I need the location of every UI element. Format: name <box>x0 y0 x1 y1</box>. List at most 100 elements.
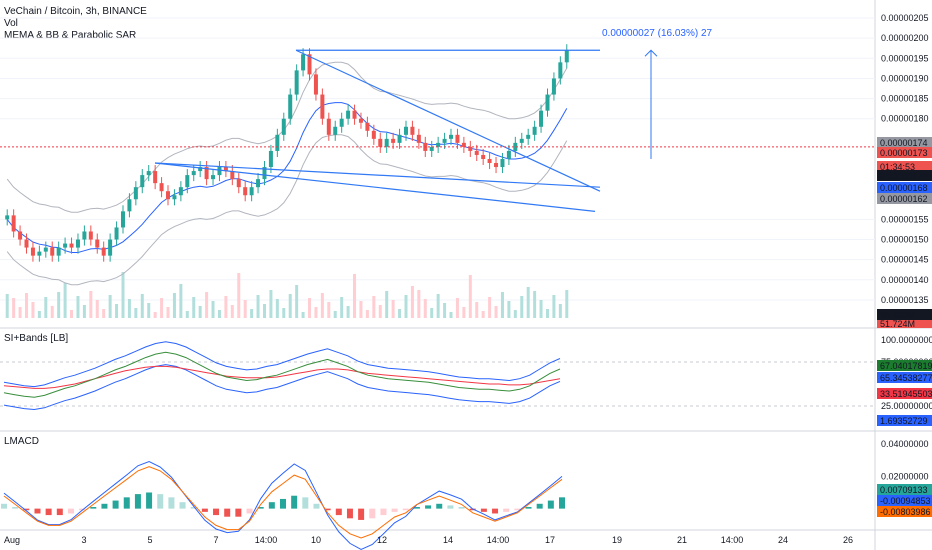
macd-histogram-bar <box>302 497 309 509</box>
macd-histogram-bar <box>492 508 499 514</box>
macd-histogram-bar <box>90 507 97 509</box>
volume-bar <box>385 291 389 318</box>
candle-body <box>18 231 23 240</box>
volume-bar <box>462 307 466 318</box>
rsi-tag-bg <box>877 360 932 371</box>
candle-body <box>178 187 183 196</box>
volume-bar <box>269 290 273 318</box>
candle-body <box>365 122 370 131</box>
macd-histogram-bar <box>1 503 7 509</box>
macd-histogram-bar <box>12 507 19 509</box>
volume-bar <box>320 293 324 318</box>
macd-histogram-bar <box>313 503 320 509</box>
candle-body <box>140 175 145 188</box>
volume-bar <box>127 299 131 318</box>
measure-arrowhead <box>644 49 658 57</box>
last-price-tag-bg <box>877 147 932 158</box>
candle-body <box>217 167 222 176</box>
time-axis-label: 14:00 <box>487 535 510 545</box>
time-axis-label: 17 <box>545 535 555 545</box>
volume-bar <box>211 301 215 318</box>
volume-bar <box>95 300 99 318</box>
bb-upper-tag-bg <box>877 137 932 148</box>
time-axis-label: 19 <box>612 535 622 545</box>
ema1-tag: 0.00000170 <box>880 171 928 181</box>
candle-body <box>436 142 441 147</box>
macd-line <box>3 460 563 550</box>
candle-body <box>101 247 106 256</box>
rsi-tag-bg <box>877 388 932 399</box>
volume-bar <box>449 312 453 318</box>
bb-lower-tag: 0.00000162 <box>880 194 928 204</box>
candle-body <box>461 142 466 147</box>
candle-body <box>120 211 125 228</box>
volume-bar <box>5 294 9 318</box>
candle-body <box>442 138 447 143</box>
volume-bar <box>147 303 151 318</box>
volume-bar <box>533 291 537 318</box>
time-axis-label: 3 <box>81 535 86 545</box>
macd-histogram-bar <box>45 508 52 516</box>
macd-tag: -0.00803986 <box>880 507 931 517</box>
macd-signal-line <box>3 466 563 539</box>
volume-bar <box>488 297 492 318</box>
candle-body <box>352 110 357 119</box>
volume-bar <box>262 304 266 318</box>
candle-body <box>487 158 492 164</box>
rsi-tag: 1.69352729 <box>880 416 928 426</box>
macd-histogram-bar <box>503 508 510 512</box>
candle-body <box>146 171 151 176</box>
volume-bar <box>539 300 543 318</box>
volume-bar <box>340 297 344 318</box>
macd-histogram-bar <box>391 508 398 512</box>
time-axis-label: 26 <box>843 535 853 545</box>
volume-bar <box>76 296 80 318</box>
macd-histogram-bar <box>369 508 376 519</box>
candle-body <box>307 54 312 75</box>
candle-body <box>56 247 61 256</box>
volume-bar <box>545 309 549 318</box>
volume-bar <box>359 301 363 318</box>
candle-body <box>191 171 196 176</box>
volume-bar <box>108 295 112 318</box>
candle-body <box>519 138 524 143</box>
vol-a-tag-bg <box>877 309 932 320</box>
time-axis-label: 14:00 <box>255 535 278 545</box>
volume-bar <box>404 295 408 318</box>
rsi-line <box>3 351 561 398</box>
macd-histogram-bar <box>23 508 30 511</box>
volume-bar <box>526 287 530 318</box>
macd-histogram-bar <box>134 494 141 509</box>
candle-body <box>262 167 267 180</box>
volume-bar <box>308 298 312 318</box>
macd-histogram-bar <box>201 508 208 512</box>
macd-tick: 0.02000000 <box>881 471 929 481</box>
candle-body <box>416 134 421 143</box>
candle-body <box>449 134 454 139</box>
volume-bar <box>507 301 511 318</box>
volume-bar <box>423 299 427 318</box>
time-axis-label: 7 <box>213 535 218 545</box>
macd-histogram-bar <box>67 508 74 514</box>
macd-title: LMACD <box>4 436 40 447</box>
volume-bar <box>468 275 472 318</box>
candle-body <box>114 227 119 240</box>
volume-bar <box>82 305 86 318</box>
volume-bar <box>436 294 440 318</box>
countdown-tag-bg <box>877 161 932 172</box>
volume-bar <box>185 311 189 318</box>
macd-histogram-bar <box>179 502 186 509</box>
candle-body <box>494 163 499 168</box>
volume-bar <box>295 285 299 318</box>
candle-body <box>185 175 190 188</box>
volume-bar <box>250 309 254 318</box>
price-tick-label: 0.00000180 <box>881 114 929 124</box>
candle-body <box>346 110 351 119</box>
macd-tag: -0.00094853 <box>880 496 931 506</box>
volume-bar <box>134 308 138 318</box>
time-axis-label: 24 <box>778 535 788 545</box>
macd-histogram-bar <box>34 508 41 514</box>
macd-histogram-bar <box>413 507 420 509</box>
candle-body <box>500 158 505 168</box>
